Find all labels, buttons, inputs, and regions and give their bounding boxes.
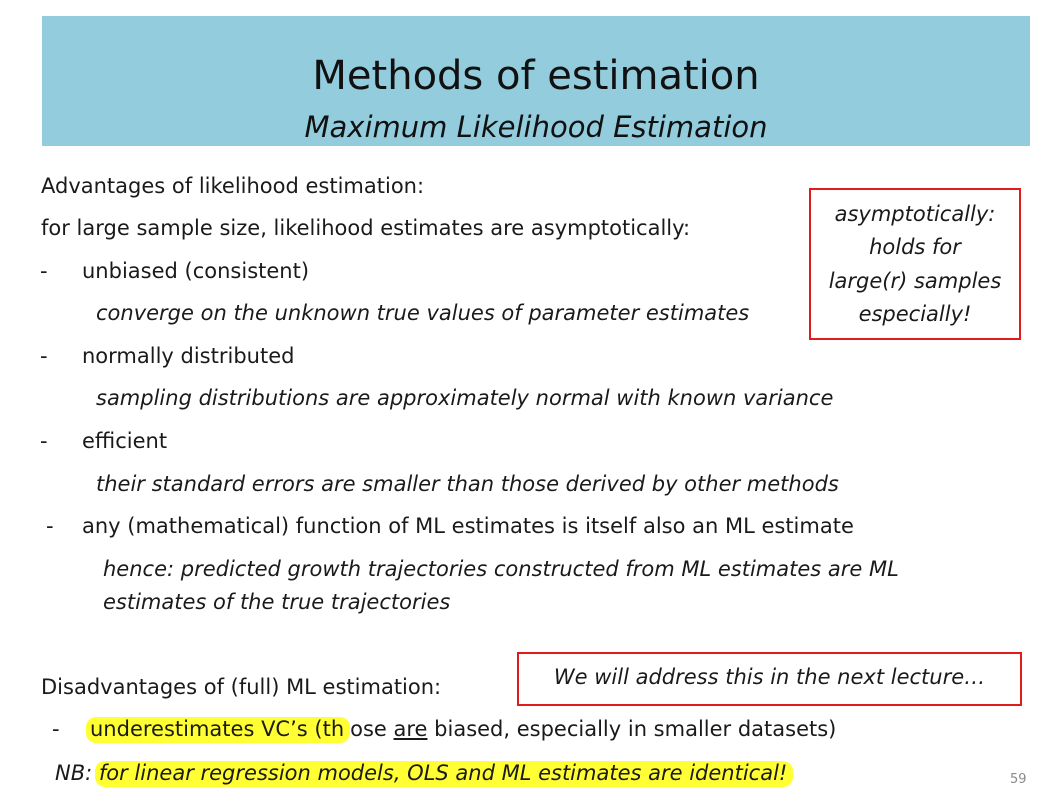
nb-prefix: NB:	[55, 761, 99, 785]
title-banner: Methods of estimation Maximum Likelihood…	[42, 16, 1030, 146]
bullet-marker: -	[46, 514, 54, 538]
bullet-marker: -	[40, 344, 48, 368]
underlined-word: are	[393, 717, 428, 741]
next-lecture-text: We will address this in the next lecture…	[553, 665, 986, 689]
bullet-marker: -	[40, 259, 48, 283]
advantages-heading: Advantages of likelihood estimation:	[41, 174, 425, 198]
disadvantage-text-rest: biased, especially in smaller datasets)	[427, 717, 837, 741]
highlighted-text: underestimates VC’s (th	[86, 717, 351, 743]
bullet-efficient-detail: their standard errors are smaller than t…	[96, 472, 839, 496]
advantages-intro: for large sample size, likelihood estima…	[41, 216, 691, 240]
bullet-function-detail-2: estimates of the true trajectories	[103, 590, 451, 614]
callout-line: holds for	[869, 235, 961, 259]
bullet-unbiased-detail: converge on the unknown true values of p…	[96, 301, 750, 325]
callout-line: especially!	[858, 302, 972, 326]
disadvantages-heading: Disadvantages of (full) ML estimation:	[41, 675, 442, 699]
bullet-unbiased: unbiased (consistent)	[82, 259, 310, 283]
bullet-function: any (mathematical) function of ML estima…	[82, 514, 854, 538]
slide-subtitle: Maximum Likelihood Estimation	[304, 110, 768, 144]
next-lecture-callout: We will address this in the next lecture…	[517, 652, 1022, 706]
disadvantage-text: ose	[350, 717, 394, 741]
asymptotic-callout: asymptotically: holds for large(r) sampl…	[809, 188, 1021, 340]
bullet-normal: normally distributed	[82, 344, 295, 368]
nb-note: NB: for linear regression models, OLS an…	[55, 759, 794, 787]
bullet-marker: -	[40, 429, 48, 453]
disadvantage-item: underestimates VC’s (th ose are biased, e…	[86, 715, 837, 743]
bullet-normal-detail: sampling distributions are approximately…	[96, 386, 834, 410]
callout-line: large(r) samples	[828, 269, 1002, 293]
bullet-marker: -	[52, 717, 60, 741]
bullet-efficient: efficient	[82, 429, 168, 453]
bullet-function-detail-1: hence: predicted growth trajectories con…	[103, 557, 899, 581]
page-number: 59	[1010, 772, 1027, 787]
callout-line: asymptotically:	[834, 202, 996, 226]
nb-highlight: for linear regression models, OLS and ML…	[94, 761, 794, 787]
slide-title: Methods of estimation	[312, 53, 760, 99]
